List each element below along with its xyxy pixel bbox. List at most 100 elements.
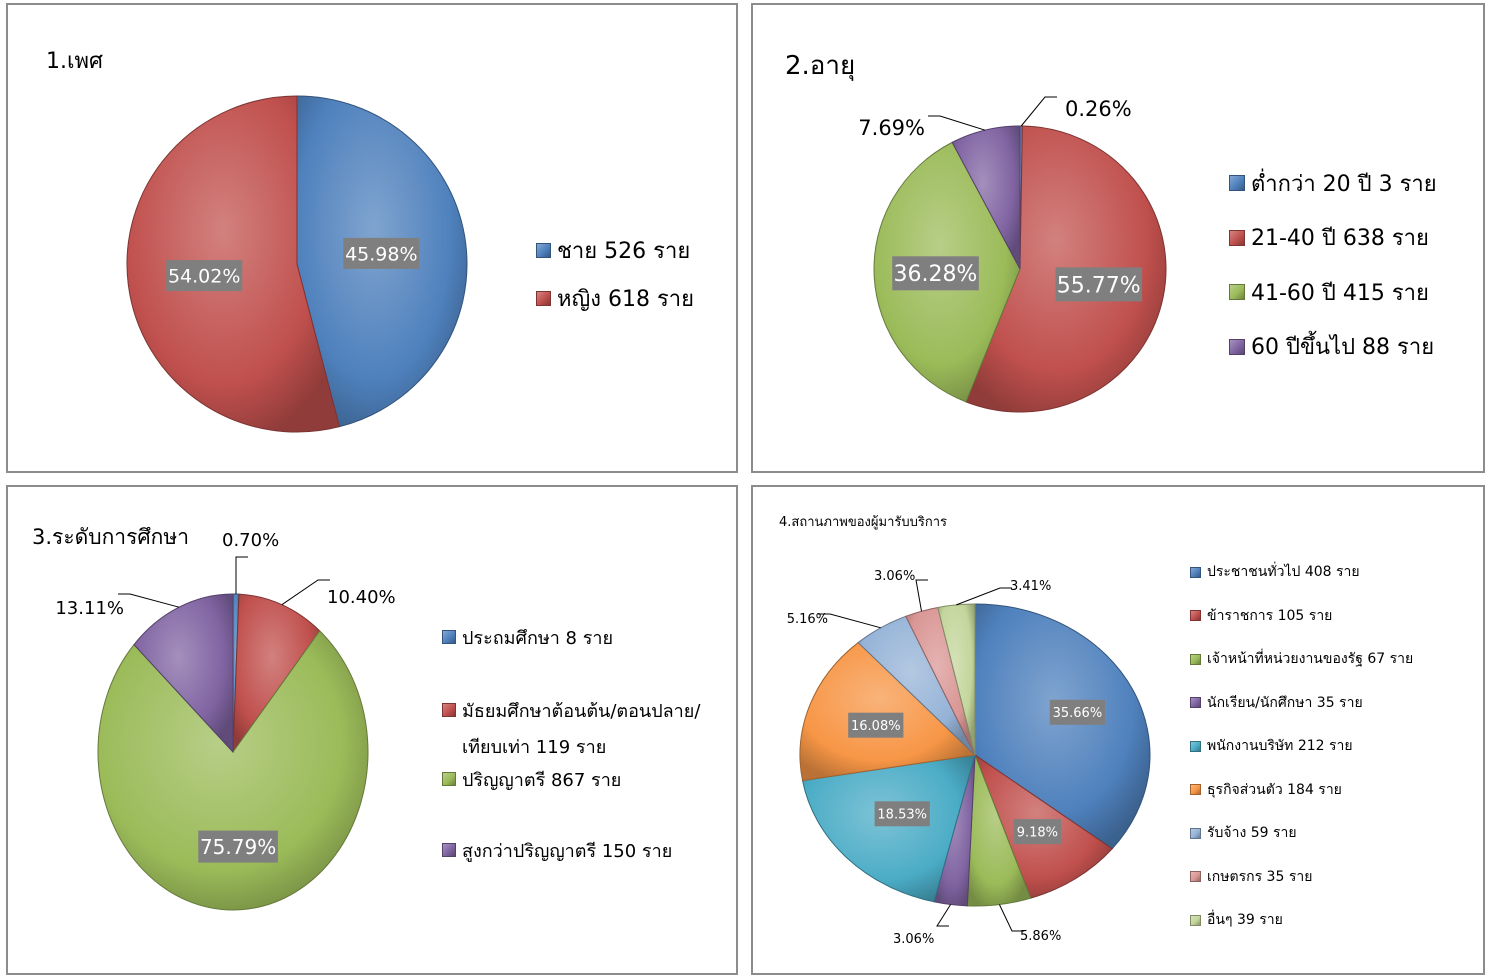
- status-chart-panel: 4.สถานภาพของผู้มารับบริการ 35.66% 9.18% 18…: [751, 485, 1485, 975]
- data-label: 35.66%: [1053, 706, 1103, 721]
- legend-label: หญิง 618 ราย: [557, 286, 695, 312]
- data-label: 10.40%: [327, 587, 396, 608]
- legend-swatch: [442, 630, 456, 644]
- data-label-box: [1013, 819, 1062, 845]
- leader-line: [928, 115, 986, 131]
- data-label: 18.53%: [877, 808, 927, 823]
- data-label: 3.06%: [874, 569, 915, 584]
- legend-item: อื่นๆ 39 ราย: [1190, 910, 1283, 931]
- data-label: 5.16%: [787, 612, 828, 627]
- pie-slice: [232, 593, 321, 754]
- chart-title: 4.สถานภาพของผู้มารับบริการ: [779, 515, 947, 530]
- leader-line: [281, 579, 330, 606]
- legend-swatch: [1190, 914, 1201, 926]
- legend-item: ปริญญาตรี 867 ราย: [442, 766, 621, 793]
- leader-line: [118, 593, 180, 608]
- legend-swatch: [1190, 784, 1201, 795]
- legend-swatch: [1229, 175, 1245, 191]
- legend-item: เจ้าหน้าที่หน่วยงานของรัฐ 67 ราย: [1190, 649, 1413, 670]
- leader-line: [818, 613, 881, 629]
- leader-line: [936, 904, 952, 927]
- chart-title: 2.อายุ: [785, 51, 856, 81]
- legend-swatch: [1190, 827, 1201, 839]
- legend-label: ประชาชนทั่วไป 408 ราย: [1207, 564, 1360, 580]
- pie-slice: [133, 593, 234, 754]
- legend-swatch: [442, 703, 456, 717]
- data-label: 54.02%: [168, 266, 240, 288]
- pie-slice: [801, 754, 976, 903]
- legend-swatch: [1229, 229, 1245, 246]
- legend-item: เกษตรกร 35 ราย: [1190, 866, 1312, 887]
- age-pie-chart: 55.77% 36.28% 0.26% 7.69%: [858, 96, 1167, 413]
- legend-item: ข้าราชการ 105 ราย: [1190, 605, 1332, 626]
- legend-swatch: [1229, 338, 1245, 355]
- leader-line: [1020, 96, 1057, 127]
- education-pie-chart: 75.79% 0.70% 10.40% 13.11%: [55, 530, 396, 911]
- data-label: 45.98%: [345, 243, 417, 265]
- data-label-box: [166, 260, 243, 292]
- legend-label: นักเรียน/นักศึกษา 35 ราย: [1207, 694, 1363, 711]
- data-label: 3.06%: [893, 932, 934, 947]
- legend-item: หญิง 618 ราย: [536, 282, 694, 315]
- legend-swatch: [1190, 566, 1201, 578]
- legend-label: ต่ำกว่า 20 ปี 3 ราย: [1251, 171, 1437, 197]
- legend-label: 41-60 ปี 415 ราย: [1251, 280, 1429, 306]
- legend-swatch: [1190, 653, 1201, 665]
- legend-item: 41-60 ปี 415 ราย: [1229, 276, 1429, 309]
- legend-label: มัธยมศึกษาต้อนต้น/ตอนปลาย/: [462, 700, 701, 722]
- data-label: 3.41%: [1010, 579, 1051, 594]
- data-label: 55.77%: [1057, 273, 1141, 298]
- status-pie-chart: 35.66% 9.18% 18.53% 16.08% 5.86% 3.06% 5.16% 3.…: [787, 569, 1151, 947]
- legend-item: เทียบเท่า 119 ราย: [442, 733, 606, 760]
- legend-swatch: [1190, 697, 1201, 708]
- legend-item: รับจ้าง 59 ราย: [1190, 823, 1297, 844]
- legend-item: พนักงานบริษัท 212 ราย: [1190, 736, 1353, 757]
- legend-label: ข้าราชการ 105 ราย: [1207, 607, 1333, 624]
- data-label: 36.28%: [893, 262, 977, 287]
- legend-item: ต่ำกว่า 20 ปี 3 ราย: [1229, 167, 1437, 200]
- education-chart-panel: 3.ระดับการศึกษา 75.79% 0.70% 10.40% 13.11% …: [6, 485, 738, 975]
- data-label-box: [848, 712, 904, 738]
- legend-label: 60 ปีขึ้นไป 88 ราย: [1251, 335, 1435, 360]
- legend-label: ชาย 526 ราย: [557, 238, 691, 264]
- legend-label: ปริญญาตรี 867 ราย: [462, 769, 622, 791]
- legend-label: ประถมศึกษา 8 ราย: [462, 627, 614, 649]
- data-label: 0.70%: [222, 530, 279, 551]
- legend-item: 60 ปีขึ้นไป 88 ราย: [1229, 330, 1434, 363]
- legend-swatch: [1190, 871, 1201, 882]
- leader-line: [235, 556, 248, 594]
- data-label-box: [198, 830, 278, 863]
- legend-item: ชาย 526 ราย: [536, 234, 690, 267]
- legend-item: ประถมศึกษา 8 ราย: [442, 624, 613, 651]
- data-label: 75.79%: [200, 835, 276, 859]
- leader-line: [915, 579, 928, 612]
- legend-item: 21-40 ปี 638 ราย: [1229, 221, 1429, 254]
- age-chart-panel: 2.อายุ 55.77% 36.28% 0.26% 7.69% ต่ำกว่า 20…: [751, 3, 1485, 473]
- legend-swatch: [536, 242, 551, 258]
- legend-label: เทียบเท่า 119 ราย: [462, 736, 607, 758]
- legend-label: อื่นๆ 39 ราย: [1207, 912, 1283, 928]
- legend-label: เจ้าหน้าที่หน่วยงานของรัฐ 67 ราย: [1207, 651, 1414, 667]
- data-label: 13.11%: [55, 598, 124, 619]
- legend-label: ธุรกิจส่วนตัว 184 ราย: [1207, 781, 1342, 798]
- legend-label: 21-40 ปี 638 ราย: [1251, 226, 1429, 251]
- legend-swatch: [536, 290, 551, 306]
- leader-line: [956, 587, 1012, 606]
- data-label-box: [1055, 267, 1143, 302]
- data-label-box: [1049, 699, 1105, 725]
- data-label: 16.08%: [851, 719, 901, 734]
- legend-label: รับจ้าง 59 ราย: [1207, 825, 1297, 841]
- chart-title: 3.ระดับการศึกษา: [32, 525, 190, 549]
- legend-item: ธุรกิจส่วนตัว 184 ราย: [1190, 779, 1342, 800]
- chart-title: 1.เพศ: [46, 49, 103, 74]
- legend-item: สูงกว่าปริญญาตรี 150 ราย: [442, 837, 672, 864]
- leader-line: [998, 904, 1024, 932]
- pie-slice: [799, 641, 977, 782]
- legend-swatch: [1190, 610, 1201, 621]
- data-label: 9.18%: [1017, 825, 1058, 840]
- legend-swatch: [1190, 740, 1201, 752]
- data-label-box: [874, 801, 930, 827]
- legend-label: พนักงานบริษัท 212 ราย: [1207, 738, 1353, 754]
- data-label: 0.26%: [1065, 97, 1132, 121]
- data-label: 5.86%: [1020, 929, 1061, 944]
